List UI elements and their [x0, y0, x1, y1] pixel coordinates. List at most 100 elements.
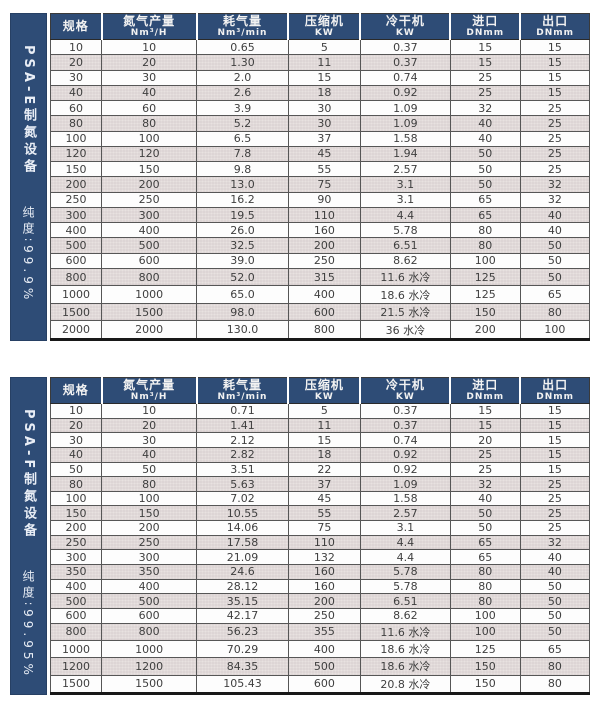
table-cell: 150 [449, 657, 521, 676]
table-cell: 1000 [49, 285, 103, 304]
table-cell: 0.74 [359, 69, 451, 86]
table-cell: 75 [287, 520, 361, 536]
table-cell: 13.0 [196, 176, 289, 193]
table-cell: 32 [519, 191, 591, 208]
table-cell: 1500 [49, 674, 103, 694]
table-cell: 25 [519, 490, 591, 507]
table-cell: 0.37 [359, 54, 451, 71]
table-cell: 80 [449, 578, 521, 595]
table-cell: 150 [101, 505, 198, 522]
table-cell: 1000 [101, 285, 198, 304]
column-header: 冷干机 KW [360, 13, 452, 40]
table-cell: 250 [287, 607, 361, 624]
series-side-label: PSA-F制氮设备 纯度∶99.95% [10, 377, 47, 695]
table-cell: 400 [49, 578, 103, 595]
table-row: 100 100 6.5 37 1.58 40 25 [49, 130, 591, 147]
table-cell: 50 [101, 461, 198, 478]
table-cell: 500 [287, 657, 361, 676]
table-cell: 100 [49, 130, 103, 147]
table-cell: 2.12 [196, 432, 289, 448]
table-cell: 75 [287, 176, 361, 193]
table-cell: 9.8 [196, 161, 289, 178]
table-cell: 8.62 [359, 252, 451, 269]
table-cell: 15 [287, 69, 361, 86]
table-row: 150 150 9.8 55 2.57 50 25 [49, 161, 591, 178]
table-cell: 30 [49, 69, 103, 86]
spec-table-head: 规格 氮气产量 Nm³/H 耗气量 Nm³/min 压缩机 KW 冷干机 KW 进口 DNmm 出口 D… [50, 377, 591, 404]
table-cell: 600 [101, 607, 198, 624]
table-cell: 500 [101, 237, 198, 254]
table-cell: 17.58 [196, 534, 289, 551]
table-cell: 80 [519, 674, 591, 694]
table-cell: 2.82 [196, 446, 289, 463]
table-cell: 800 [49, 622, 103, 641]
table-cell: 110 [287, 534, 361, 551]
table-cell: 1.09 [359, 100, 451, 117]
table-cell: 2000 [101, 320, 198, 340]
table-row: 20 20 1.30 11 0.37 15 15 [49, 54, 591, 71]
table-cell: 300 [101, 206, 198, 224]
table-cell: 40 [449, 115, 521, 132]
table-cell: 20 [49, 54, 103, 71]
table-cell: 10 [101, 403, 198, 419]
table-cell: 25 [519, 520, 591, 536]
column-header: 出口 DNmm [520, 377, 591, 404]
table-cell: 5.78 [359, 578, 451, 595]
table-cell: 5.78 [359, 222, 451, 239]
table-cell: 15 [449, 403, 521, 419]
table-cell: 200 [49, 520, 103, 536]
table-cell: 1.30 [196, 54, 289, 71]
table-row: 20 20 1.41 11 0.37 15 15 [49, 417, 591, 434]
table-cell: 500 [101, 593, 198, 609]
table-cell: 80 [101, 115, 198, 132]
table-cell: 25 [519, 161, 591, 178]
table-cell: 100 [49, 490, 103, 507]
table-cell: 400 [287, 285, 361, 304]
table-cell: 15 [519, 69, 591, 86]
table-cell: 45 [287, 145, 361, 163]
spec-table: 规格 氮气产量 Nm³/H 耗气量 Nm³/min 压缩机 KW 冷干机 KW 进口 DNmm 出口 D… [49, 13, 591, 341]
spec-table-head: 规格 氮气产量 Nm³/H 耗气量 Nm³/min 压缩机 KW 冷干机 KW 进口 DNmm 出口 D… [50, 13, 591, 40]
table-cell: 800 [49, 267, 103, 287]
table-cell: 20 [101, 54, 198, 71]
column-header: 出口 DNmm [520, 13, 591, 40]
table-cell: 6.5 [196, 130, 289, 147]
table-row: 400 400 26.0 160 5.78 80 40 [49, 222, 591, 239]
table-cell: 2.6 [196, 84, 289, 102]
table-cell: 200 [101, 520, 198, 536]
series-title: PSA-E制氮设备 [21, 45, 36, 177]
table-cell: 20.8 水冷 [359, 674, 451, 694]
table-cell: 160 [287, 222, 361, 239]
column-header: 氮气产量 Nm³/H [101, 13, 198, 40]
table-row: 80 80 5.2 30 1.09 40 25 [49, 115, 591, 132]
table-cell: 100 [519, 320, 591, 340]
table-cell: 25 [449, 69, 521, 86]
table-cell: 25 [519, 130, 591, 147]
table-cell: 11 [287, 54, 361, 71]
table-cell: 40 [101, 84, 198, 102]
table-cell: 125 [449, 639, 521, 659]
table-row: 40 40 2.6 18 0.92 25 15 [49, 84, 591, 102]
table-cell: 500 [49, 593, 103, 609]
table-cell: 0.37 [359, 38, 451, 56]
table-cell: 84.35 [196, 657, 289, 676]
table-row: 600 600 39.0 250 8.62 100 50 [49, 252, 591, 269]
table-cell: 200 [287, 593, 361, 609]
table-cell: 50 [449, 161, 521, 178]
table-cell: 125 [449, 267, 521, 287]
table-cell: 15 [449, 54, 521, 71]
table-cell: 15 [519, 38, 591, 56]
table-row: 50 50 3.51 22 0.92 25 15 [49, 461, 591, 478]
table-cell: 15 [519, 461, 591, 478]
table-cell: 10 [49, 38, 103, 56]
table-cell: 70.29 [196, 639, 289, 659]
table-row: 200 200 14.06 75 3.1 50 25 [49, 520, 591, 536]
table-cell: 18.6 水冷 [359, 285, 451, 304]
table-cell: 10 [49, 403, 103, 419]
table-cell: 42.17 [196, 607, 289, 624]
table-cell: 1.58 [359, 490, 451, 507]
table-cell: 10.55 [196, 505, 289, 522]
table-cell: 0.92 [359, 446, 451, 463]
table-cell: 150 [449, 674, 521, 694]
table-cell: 50 [519, 578, 591, 595]
